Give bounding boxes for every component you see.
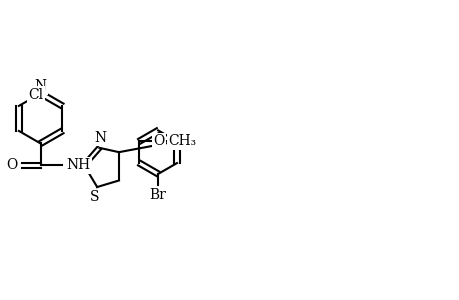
Text: NH: NH xyxy=(67,158,90,172)
Text: S: S xyxy=(90,190,100,204)
Text: N: N xyxy=(34,80,46,93)
Text: O: O xyxy=(153,134,164,148)
Text: N: N xyxy=(94,130,106,145)
Text: Br: Br xyxy=(149,188,166,202)
Text: Cl: Cl xyxy=(28,88,44,102)
Text: O: O xyxy=(6,158,18,172)
Text: CH₃: CH₃ xyxy=(168,134,196,148)
